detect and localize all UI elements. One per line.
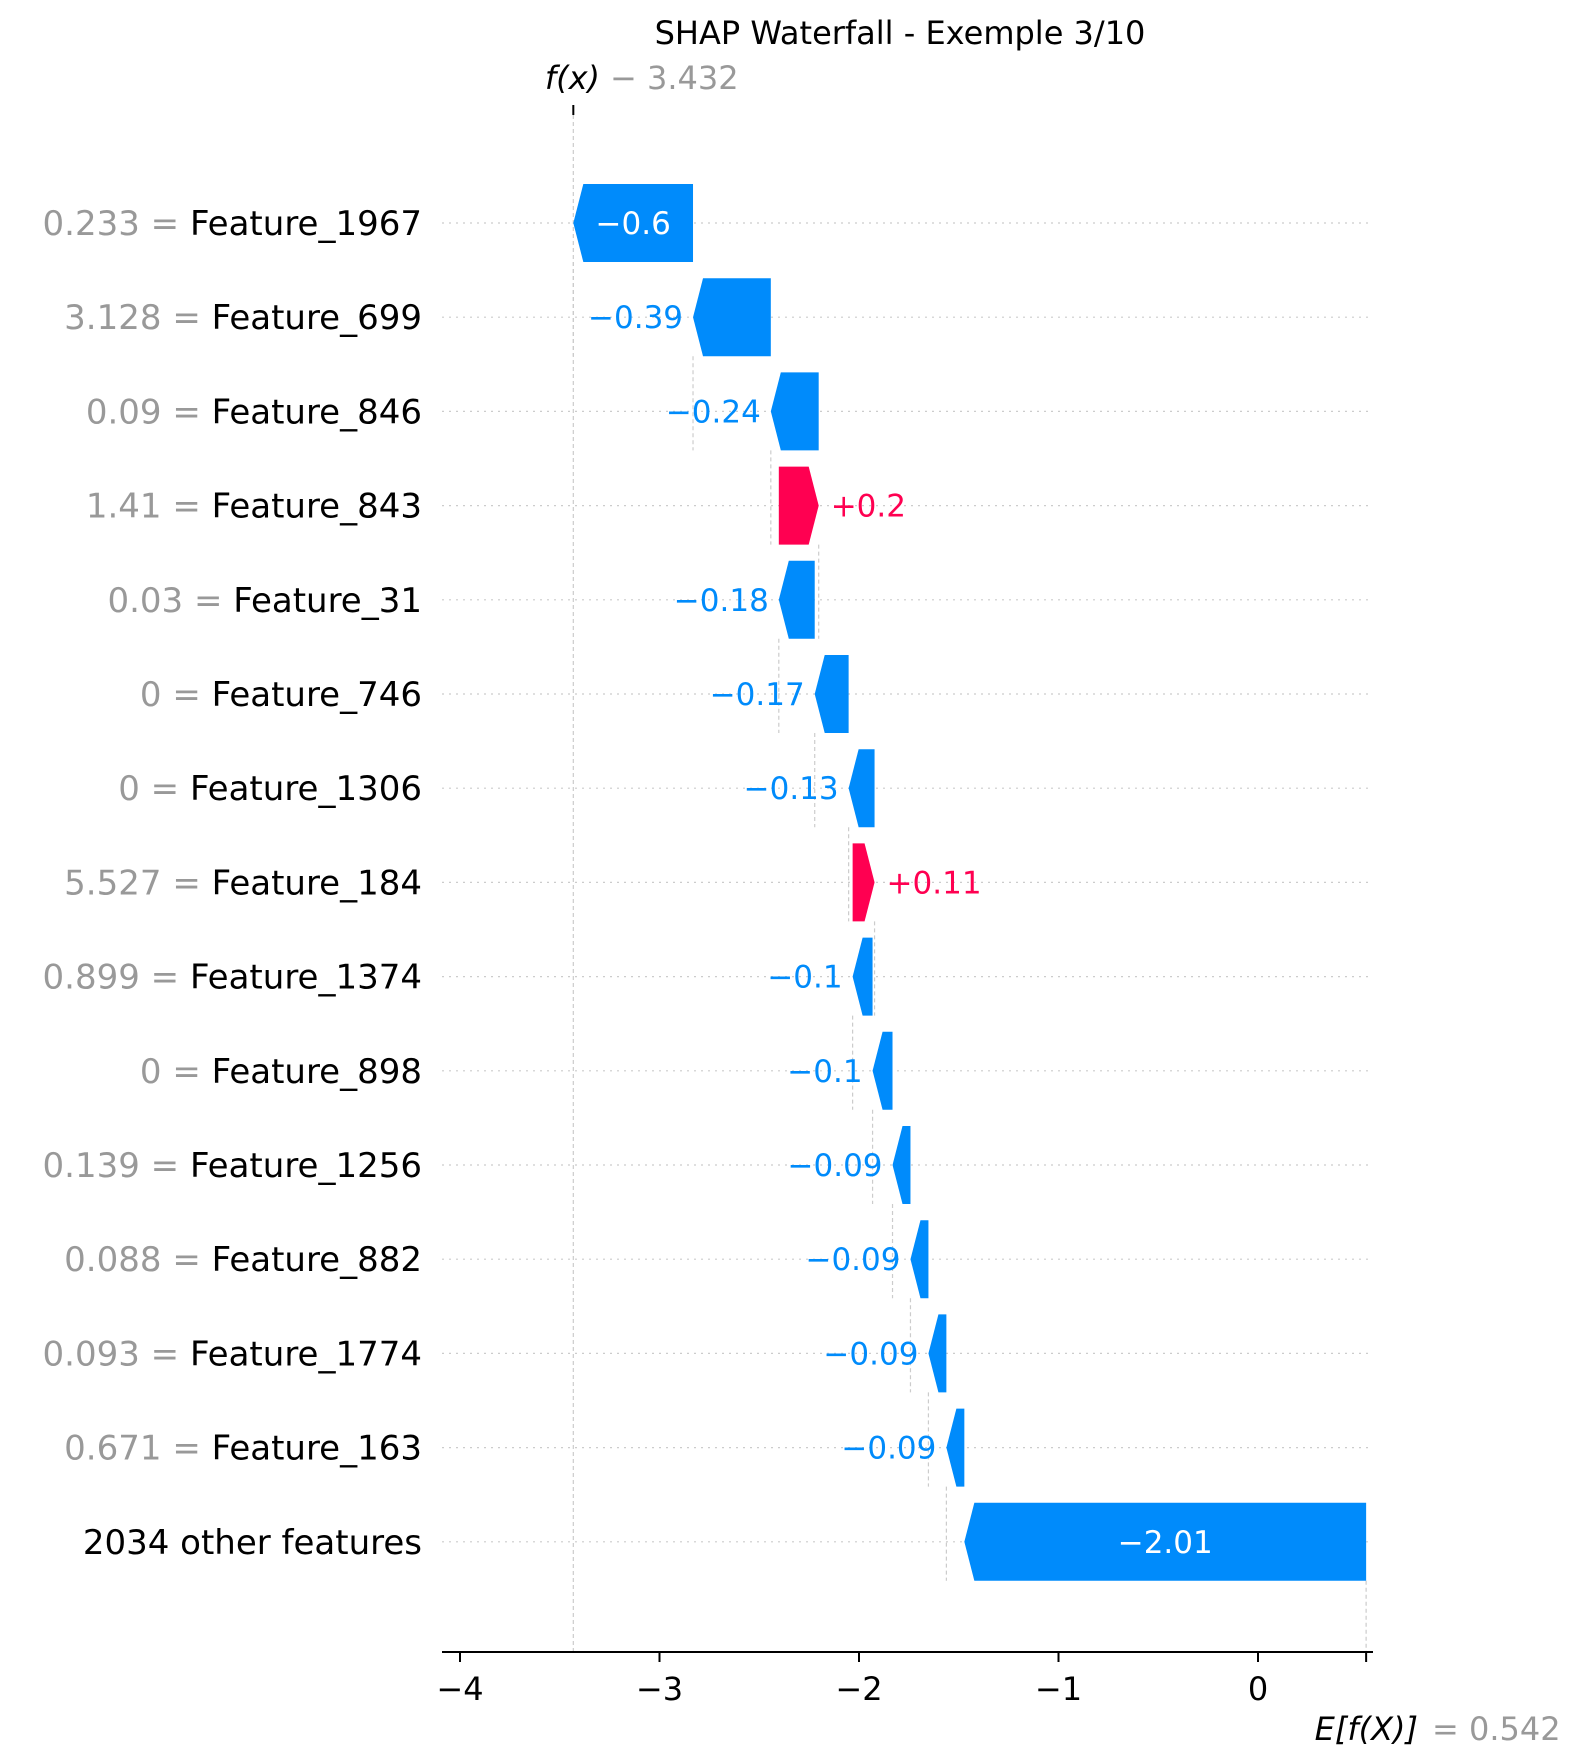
x-tick-label: −3 [636, 1670, 683, 1708]
shap-value-label-8: +0.11 [887, 865, 982, 901]
feature-label-2: 3.128 = Feature_699 [64, 298, 422, 338]
shap-value-label-1: −0.6 [596, 206, 671, 242]
feature-name: Feature_843 [212, 487, 422, 527]
feature-value: 0 = [118, 769, 190, 809]
feature-name: Feature_1774 [190, 1334, 422, 1374]
reference-lines [572, 105, 1367, 1652]
x-tick-label: −1 [1035, 1670, 1082, 1708]
x-axis: −4 −3 −2 −1 0 [436, 1651, 1373, 1708]
shap-value-label-13: −0.09 [823, 1336, 918, 1372]
shap-value-label-3: −0.24 [666, 394, 761, 430]
feature-name: Feature_882 [212, 1240, 422, 1280]
bar-11 [892, 1126, 911, 1204]
feature-value: 5.527 = [64, 863, 211, 903]
feature-value: 0.09 = [86, 392, 212, 432]
feature-value: 3.128 = [64, 298, 211, 338]
feature-value: 1.41 = [86, 487, 212, 527]
shap-value-label-11: −0.09 [788, 1148, 883, 1184]
feature-value: 0.671 = [64, 1429, 211, 1469]
shap-value-label-14: −0.09 [841, 1431, 936, 1467]
bar-15 [964, 1502, 1367, 1581]
fx-annotation: f(x) − 3.432 [545, 59, 739, 97]
shap-value-label-5: −0.18 [674, 583, 769, 619]
feature-label-12: 0.088 = Feature_882 [64, 1240, 422, 1280]
feature-name: Feature_1256 [190, 1146, 422, 1186]
x-tick-label: −2 [835, 1670, 882, 1708]
feature-value: 0.03 = [107, 581, 233, 621]
efx-value: = 0.542 [1432, 1710, 1561, 1748]
chart-title: SHAP Waterfall - Exemple 3/10 [655, 14, 1146, 52]
bar-6 [814, 655, 849, 733]
shap-value-label-9: −0.1 [767, 960, 842, 996]
efx-annotation: E[f(X)] = 0.542 [1315, 1710, 1561, 1748]
feature-name: Feature_1306 [190, 769, 422, 809]
feature-name: Feature_898 [212, 1052, 422, 1092]
feature-value: 0.088 = [64, 1240, 211, 1280]
bar-5 [778, 560, 815, 639]
fx-label: f(x) [545, 59, 600, 97]
feature-label-4: 1.41 = Feature_843 [86, 487, 422, 527]
bar-1 [573, 184, 694, 262]
row-gridlines [442, 222, 1372, 1543]
feature-value: 0 = [140, 675, 212, 715]
feature-value: 0.093 = [43, 1334, 190, 1374]
feature-value: 0 = [140, 1052, 212, 1092]
shap-value-label-7: −0.13 [744, 771, 839, 807]
bar-13 [928, 1314, 947, 1393]
feature-label-3: 0.09 = Feature_846 [86, 392, 422, 432]
feature-label-11: 0.139 = Feature_1256 [43, 1146, 422, 1186]
feature-label-9: 0.899 = Feature_1374 [43, 958, 422, 998]
fx-value: − 3.432 [610, 59, 739, 97]
x-tick-label: −4 [436, 1670, 483, 1708]
feature-label-7: 0 = Feature_1306 [118, 769, 422, 809]
efx-label: E[f(X)] [1315, 1710, 1418, 1748]
shap-value-label-4: +0.2 [831, 489, 906, 525]
feature-label-5: 0.03 = Feature_31 [107, 581, 422, 621]
feature-label-14: 0.671 = Feature_163 [64, 1429, 422, 1469]
feature-name: Feature_31 [233, 581, 422, 621]
feature-labels: 0.233 = Feature_1967 3.128 = Feature_699 0… [43, 204, 422, 1563]
shap-value-label-12: −0.09 [805, 1242, 900, 1278]
bars: −0.6 −0.39 −0.24 +0.2 −0.18 −0.17 −0.13 +0.11 −0… [573, 184, 1367, 1581]
feature-value: 0.899 = [43, 958, 190, 998]
feature-name: Feature_163 [212, 1429, 422, 1469]
feature-label-15: 2034 other features [83, 1523, 422, 1563]
bar-8 [852, 843, 875, 922]
shap-value-label-15: −2.01 [1118, 1525, 1213, 1561]
feature-label-6: 0 = Feature_746 [140, 675, 422, 715]
bar-7 [848, 749, 875, 828]
feature-label-8: 5.527 = Feature_184 [64, 863, 422, 903]
feature-value: 0.139 = [43, 1146, 190, 1186]
bar-3 [770, 372, 819, 451]
feature-value: 0.233 = [43, 204, 190, 244]
feature-label-10: 0 = Feature_898 [140, 1052, 422, 1092]
feature-name: Feature_184 [212, 863, 422, 903]
shap-value-label-2: −0.39 [588, 300, 683, 336]
bar-12 [910, 1220, 929, 1299]
feature-label-1: 0.233 = Feature_1967 [43, 204, 422, 244]
feature-name: Feature_699 [212, 298, 422, 338]
shap-value-label-6: −0.17 [710, 677, 805, 713]
feature-name: Feature_846 [212, 392, 422, 432]
bar-2 [693, 278, 771, 357]
feature-name: Feature_746 [212, 675, 422, 715]
bar-10 [872, 1031, 893, 1110]
bar-9 [852, 937, 873, 1016]
bar-4 [778, 466, 819, 545]
feature-label-13: 0.093 = Feature_1774 [43, 1334, 422, 1374]
x-tick-label: 0 [1248, 1670, 1268, 1708]
feature-name: Feature_1967 [190, 204, 422, 244]
bar-14 [946, 1408, 965, 1487]
shap-value-label-10: −0.1 [787, 1054, 862, 1090]
feature-name: Feature_1374 [190, 958, 422, 998]
feature-name: 2034 other features [83, 1523, 422, 1563]
